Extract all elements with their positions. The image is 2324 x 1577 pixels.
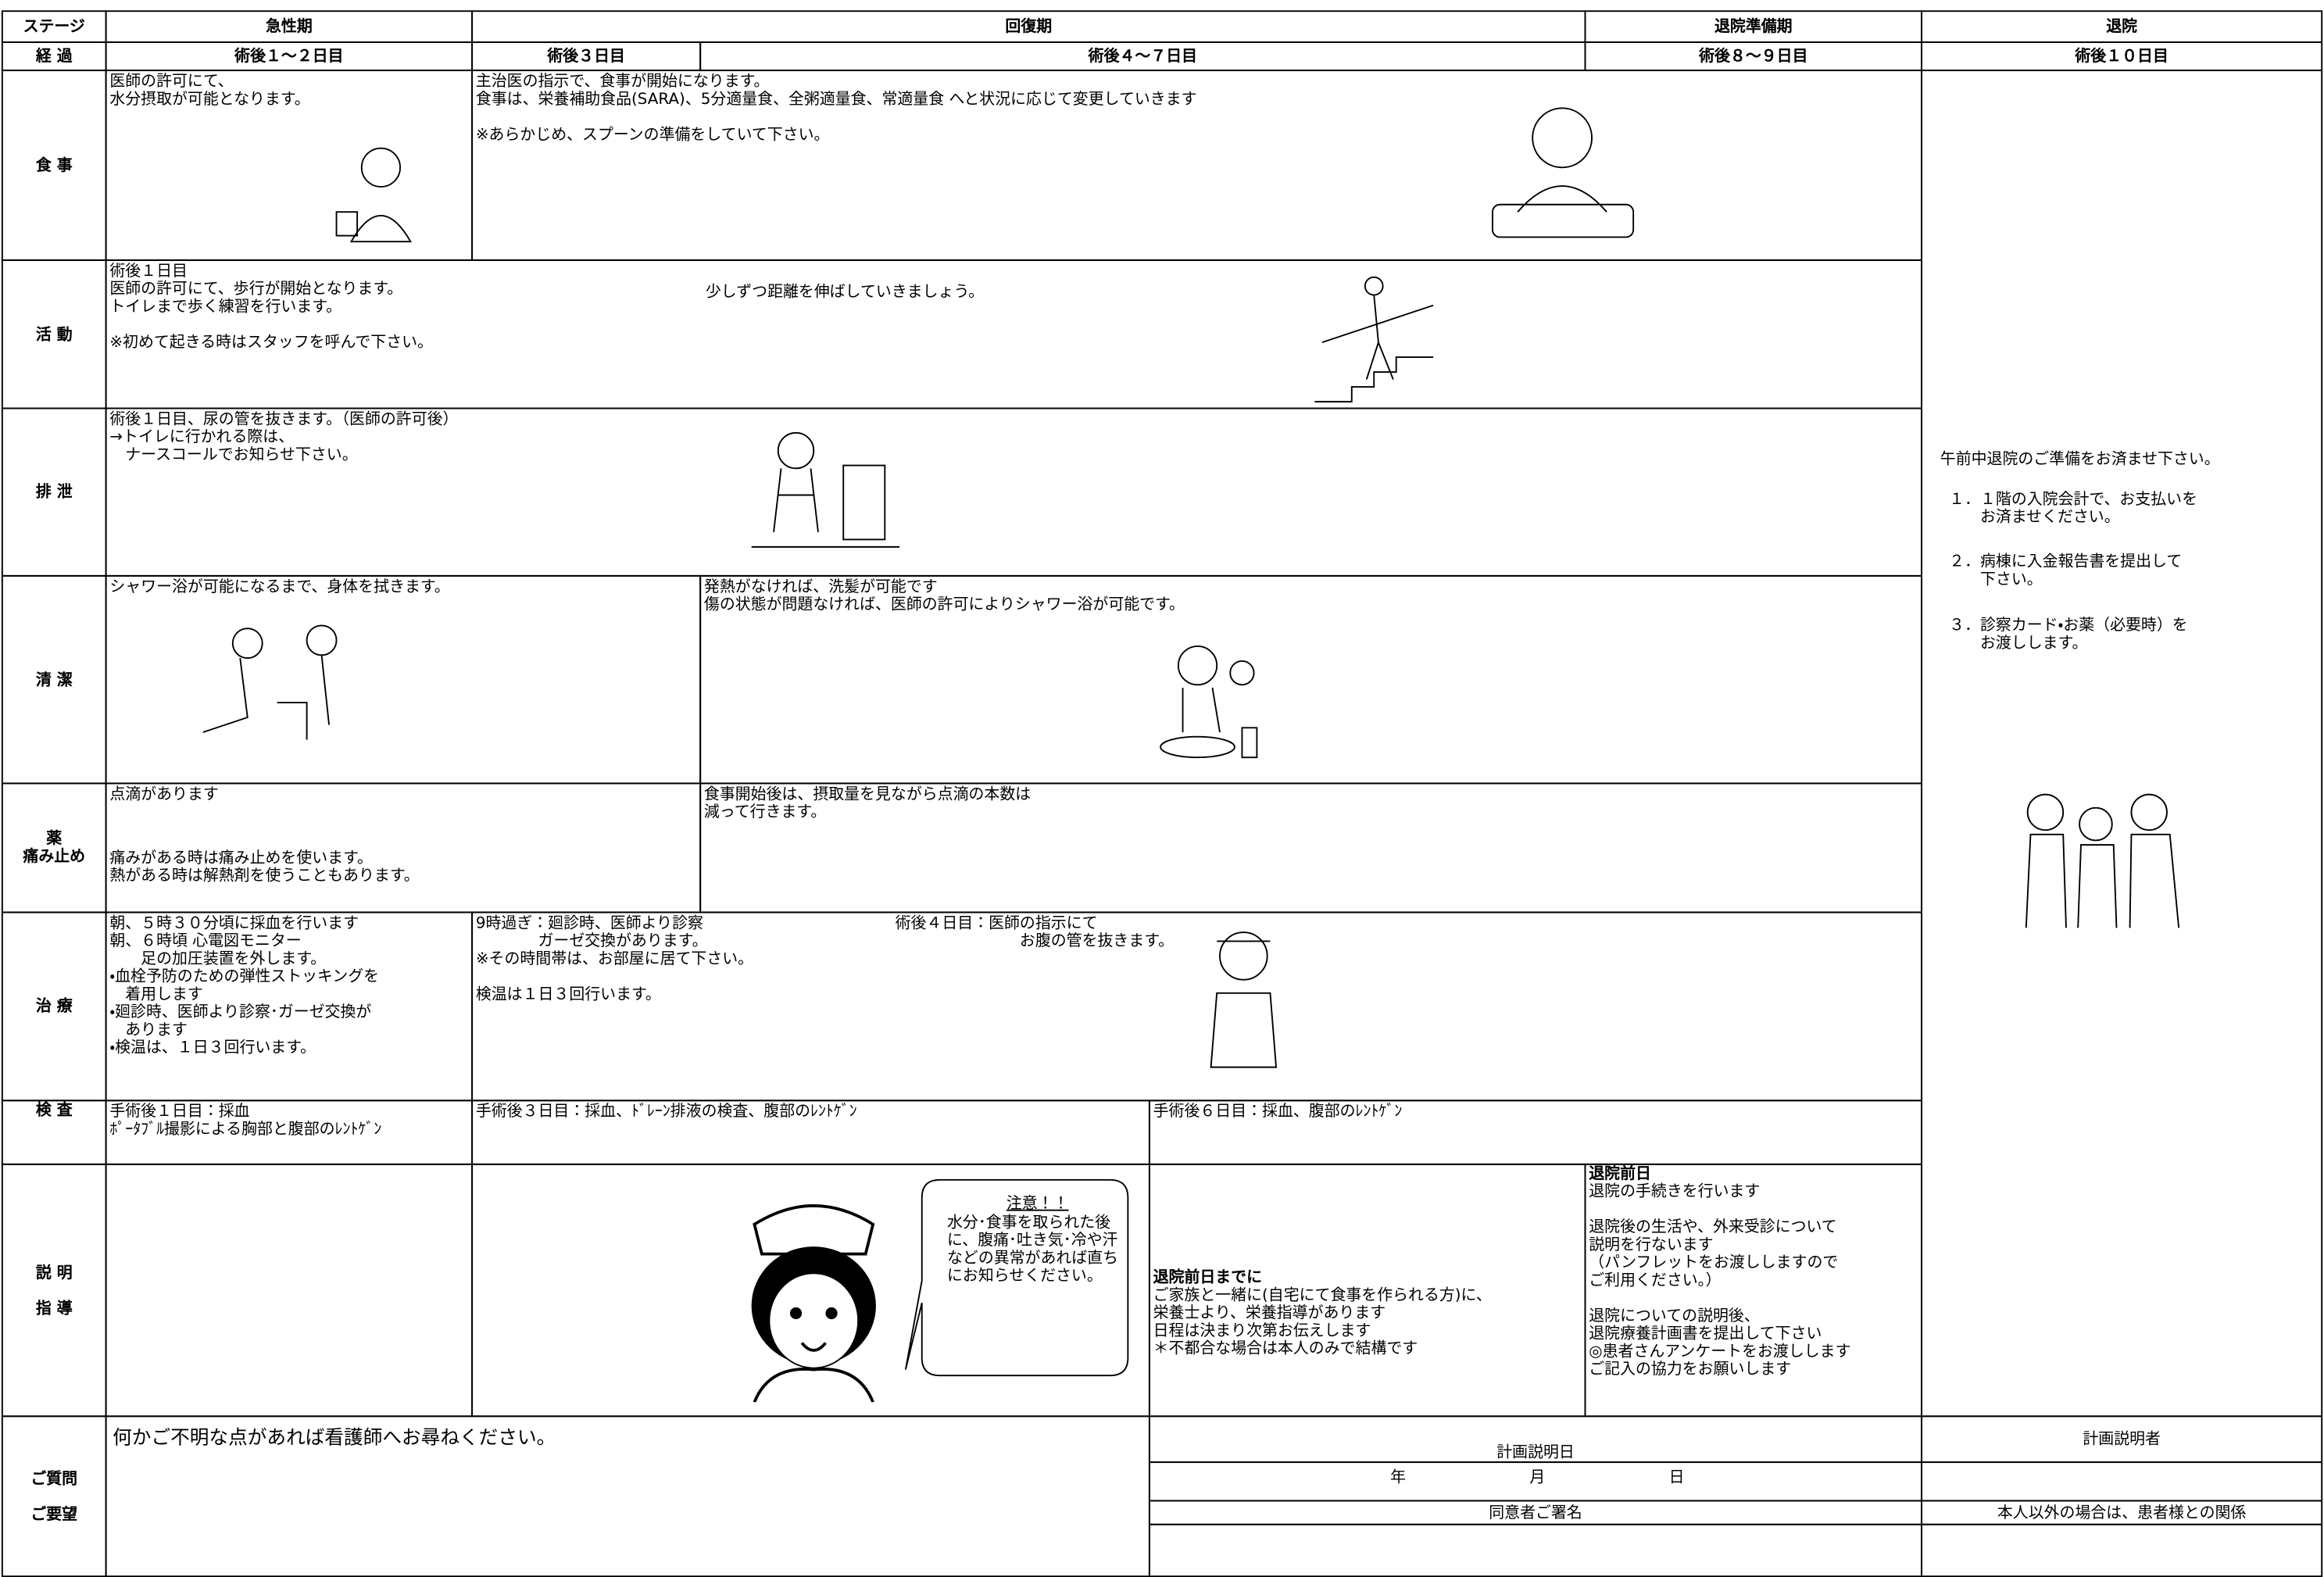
cell-text: 医師の許可にて、 水分摂取が可能となります。 xyxy=(109,72,310,109)
cell xyxy=(105,1163,474,1418)
cell-text: 手術後１日目：採血 ﾎﾟｰﾀﾌﾞﾙ撮影による胸部と腹部のﾚﾝﾄｹﾞﾝ xyxy=(109,1103,382,1139)
cell: 主治医の指示で、食事が開始になります。 食事は、栄養補助食品(SARA)、5分適… xyxy=(471,70,1923,261)
row-label: 排 泄 xyxy=(1,407,107,577)
cell-text: 術後１日目 医師の許可にて、歩行が開始となります。 トイレまで歩く練習を行います… xyxy=(109,262,433,352)
illustration xyxy=(1492,107,1635,238)
cell-text: 点滴があります xyxy=(109,785,219,804)
relation-label: 本人以外の場合は、患者様との関係 xyxy=(1921,1500,2323,1525)
discharge-step: ２．病棟に入金報告書を提出して 下さい。 xyxy=(1949,552,2183,588)
cell: 注意！！ 水分･食事を取られた後に、腹痛･吐き気･冷や汗などの異常があれば直ちに… xyxy=(471,1163,1150,1418)
relation-cell xyxy=(1921,1523,2323,1577)
discharge-step: ３．診察カード・お薬（必要時）を お渡しします。 xyxy=(1949,617,2188,653)
caution-title: 注意！！ xyxy=(1006,1194,1069,1213)
cell-text: 術後４日目：医師の指示にて お腹の管を抜きます。 xyxy=(895,914,1175,950)
signature-cell xyxy=(1148,1523,1923,1577)
cell-note: 少しずつ距離を伸ばしていきましょう。 xyxy=(705,283,985,302)
cell-text: 発熱がなければ、洗髪が可能です 傷の状態が問題なければ、医師の許可によりシャワー… xyxy=(703,578,1185,614)
day: 術後４～７日目 xyxy=(699,41,1586,72)
stage-label: ステージ xyxy=(1,10,107,44)
explainer-label: 計画説明者 xyxy=(1921,1415,2323,1464)
row-label: 活 動 xyxy=(1,259,107,409)
nurse-illustration xyxy=(751,1204,876,1403)
cell-text: 主治医の指示で、食事が開始になります。 食事は、栄養補助食品(SARA)、5分適… xyxy=(475,72,1197,144)
illustration xyxy=(202,624,338,740)
stage: 退院 xyxy=(1921,10,2323,44)
date-cell: 年 月 日 xyxy=(1148,1461,1923,1502)
illustration xyxy=(1314,276,1434,402)
illustration xyxy=(335,147,413,243)
illustration xyxy=(751,431,900,548)
day: 術後１０日目 xyxy=(1921,41,2323,72)
cell-text: 退院の手続きを行います 退院後の生活や、外来受診について 説明を行ないます （パ… xyxy=(1589,1182,1851,1379)
cell-text: シャワー浴が可能になるまで、身体を拭きます。 xyxy=(109,578,450,596)
discharge-step: １．１階の入院会計で、お支払いを お済ませください。 xyxy=(1949,490,2198,527)
cell: 手術後３日目：採血、ﾄﾞﾚｰﾝ排液の検査、腹部のﾚﾝﾄｹﾞﾝ xyxy=(471,1100,1150,1165)
cell: 朝、５時３０分頃に採血を行います 朝、６時頃 心電図モニター 足の加圧装置を外し… xyxy=(105,911,474,1102)
stage: 退院準備期 xyxy=(1584,10,1923,44)
row-label: 検 査 xyxy=(1,1100,107,1165)
cell: 医師の許可にて、 水分摂取が可能となります。 xyxy=(105,70,474,261)
row-label: 説 明 指 導 xyxy=(1,1163,107,1418)
day: 術後８～９日目 xyxy=(1584,41,1923,72)
cell: 手術後６日目：採血、腹部のﾚﾝﾄｹﾞﾝ xyxy=(1148,1100,1923,1165)
cell: 点滴があります 痛みがある時は痛み止めを使います。 熱がある時は解熱剤を使うこと… xyxy=(105,782,702,914)
stage: 急性期 xyxy=(105,10,474,44)
discharge-cell: 午前中退院のご準備をお済ませ下さい。 １．１階の入院会計で、お支払いを お済ませ… xyxy=(1921,70,2323,1418)
cell: 術後１日目 医師の許可にて、歩行が開始となります。 トイレまで歩く練習を行います… xyxy=(105,259,1923,409)
date-part: 年 xyxy=(1390,1468,1407,1487)
cell: シャワー浴が可能になるまで、身体を拭きます。 xyxy=(105,574,702,785)
day: 術後１～２日目 xyxy=(105,41,474,72)
illustration xyxy=(1160,645,1258,759)
cell: 食事開始後は、摂取量を見ながら点滴の本数は 減って行きます。 xyxy=(699,782,1923,914)
day: 術後３日目 xyxy=(471,41,702,72)
cell: 手術後１日目：採血 ﾎﾟｰﾀﾌﾞﾙ撮影による胸部と腹部のﾚﾝﾄｹﾞﾝ xyxy=(105,1100,474,1165)
date-part: 日 xyxy=(1668,1468,1685,1487)
row-label: ご質問 ご要望 xyxy=(1,1415,107,1577)
row-label: 食 事 xyxy=(1,70,107,261)
cell: 術後１日目、尿の管を抜きます。（医師の許可後） →トイレに行かれる際は、 ナース… xyxy=(105,407,1923,577)
cell: 退院前日 退院の手続きを行います 退院後の生活や、外来受診について 説明を行ない… xyxy=(1584,1163,1923,1418)
illustration xyxy=(1210,932,1278,1068)
cell-text: ご家族と一緒に(自宅にて食事を作られる方)に、 栄養士より、栄養指導があります … xyxy=(1153,1286,1492,1358)
course-label: 経 過 xyxy=(1,41,107,72)
footer-message: 何かご不明な点があれば看護師へお尋ねください。 xyxy=(113,1427,556,1450)
cell: 発熱がなければ、洗髪が可能です 傷の状態が問題なければ、医師の許可によりシャワー… xyxy=(699,574,1923,785)
cell-text: 痛みがある時は痛み止めを使います。 熱がある時は解熱剤を使うこともあります。 xyxy=(109,849,420,885)
cell: 何かご不明な点があれば看護師へお尋ねください。 xyxy=(105,1415,1150,1577)
explainer-cell xyxy=(1921,1461,2323,1502)
row-label: 清 潔 xyxy=(1,574,107,785)
cell-heading: 退院前日 xyxy=(1589,1164,1651,1183)
plan-date-label: 計画説明日 xyxy=(1148,1415,1923,1464)
illustration xyxy=(2025,793,2180,928)
cell-text: 手術後６日目：採血、腹部のﾚﾝﾄｹﾞﾝ xyxy=(1153,1103,1403,1121)
cell-text: 9時過ぎ：廻診時、医師より診察 ガーゼ交換があります。 ※その時間帯は、お部屋に… xyxy=(475,914,754,1004)
cell-text: 手術後３日目：採血、ﾄﾞﾚｰﾝ排液の検査、腹部のﾚﾝﾄｹﾞﾝ xyxy=(475,1103,857,1121)
speech-bubble xyxy=(904,1178,1129,1377)
date-part: 月 xyxy=(1529,1468,1546,1487)
caution-text: 水分･食事を取られた後に、腹痛･吐き気･冷や汗などの異常があれば直ちにお知らせく… xyxy=(946,1214,1119,1286)
row-label: 薬 痛み止め xyxy=(1,782,107,914)
consent-label: 同意者ご署名 xyxy=(1148,1500,1923,1525)
cell-heading: 退院前日までに xyxy=(1153,1268,1263,1287)
row-label: 治 療 xyxy=(1,911,107,1102)
cell-text: 朝、５時３０分頃に採血を行います 朝、６時頃 心電図モニター 足の加圧装置を外し… xyxy=(109,914,380,1057)
discharge-intro: 午前中退院のご準備をお済ませ下さい。 xyxy=(1940,450,2220,469)
cell: 9時過ぎ：廻診時、医師より診察 ガーゼ交換があります。 ※その時間帯は、お部屋に… xyxy=(471,911,1923,1102)
cell-text: 術後１日目、尿の管を抜きます。（医師の許可後） →トイレに行かれる際は、 ナース… xyxy=(109,410,459,464)
cell-text: 食事開始後は、摂取量を見ながら点滴の本数は 減って行きます。 xyxy=(703,785,1031,821)
cell: 退院前日までに ご家族と一緒に(自宅にて食事を作られる方)に、 栄養士より、栄養… xyxy=(1148,1163,1586,1418)
stage: 回復期 xyxy=(471,10,1586,44)
